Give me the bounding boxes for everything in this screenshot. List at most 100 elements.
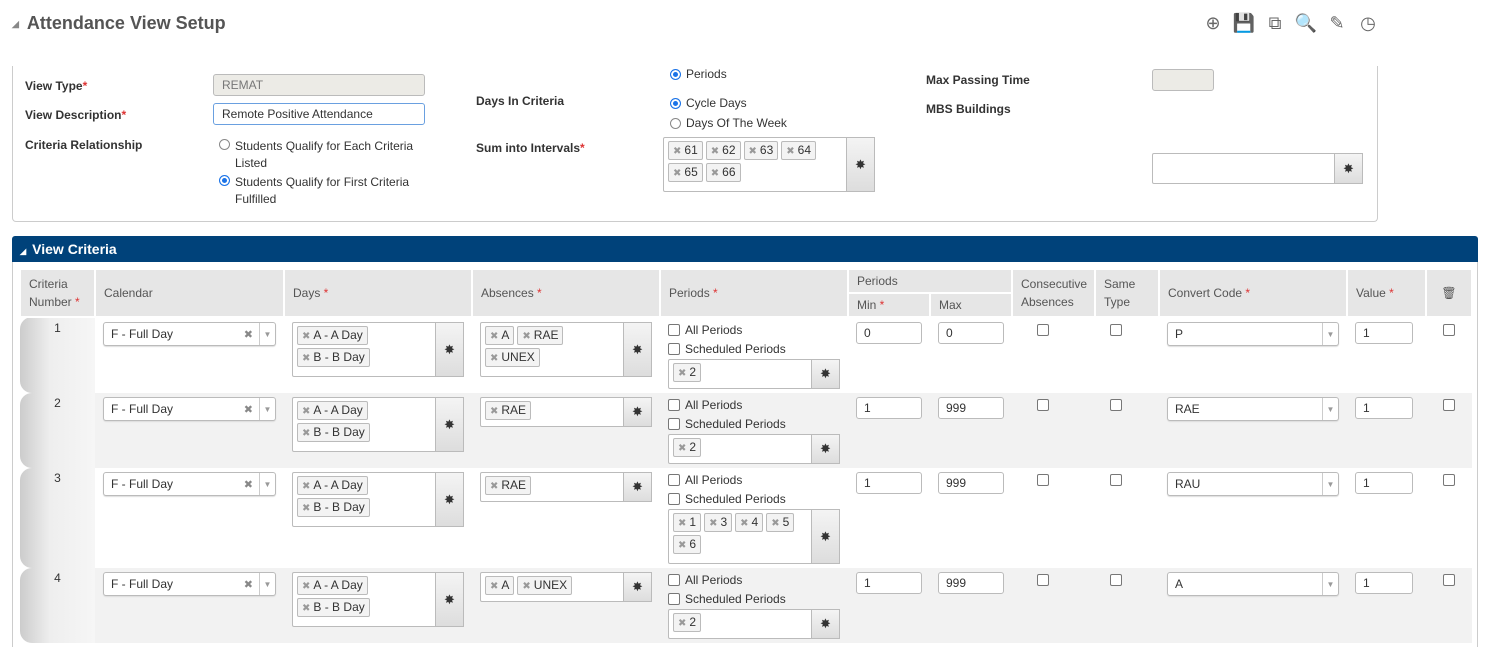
value-input[interactable]: 1 [1355,397,1413,419]
days-in-criteria-option[interactable]: Days Of The Week [670,113,787,133]
remove-chip-icon[interactable]: ✖ [302,503,311,514]
lookup-button[interactable]: ✸ [623,322,652,377]
calendar-select[interactable]: F - Full Day ✖ ▼ [103,472,276,496]
chevron-down-icon[interactable]: ▼ [1322,323,1338,345]
remove-chip-icon[interactable]: ✖ [302,331,311,342]
collapse-icon[interactable]: ◢ [12,18,19,29]
remove-chip-icon[interactable]: ✖ [673,168,682,179]
calendar-select[interactable]: F - Full Day ✖ ▼ [103,397,276,421]
calendar-select[interactable]: F - Full Day ✖ ▼ [103,572,276,596]
chevron-down-icon[interactable]: ▼ [259,398,275,420]
max-input[interactable]: 999 [938,397,1004,419]
all-periods-checkbox[interactable]: All Periods [668,320,840,339]
lookup-button[interactable]: ✸ [435,572,464,627]
chevron-down-icon[interactable]: ▼ [259,323,275,345]
all-periods-checkbox[interactable]: All Periods [668,395,840,414]
absences-field[interactable]: ✖ A ✖ UNEX ✸ [480,572,652,602]
remove-chip-icon[interactable]: ✖ [678,443,687,454]
chevron-down-icon[interactable]: ▼ [1322,473,1338,495]
clear-icon[interactable]: ✖ [243,479,253,491]
radio-button[interactable] [219,175,230,186]
all-periods-checkbox[interactable]: All Periods [668,470,840,489]
delete-row-checkbox[interactable] [1443,323,1455,336]
min-input[interactable]: 0 [856,322,922,344]
max-input[interactable]: 999 [938,572,1004,594]
delete-row-checkbox[interactable] [1443,398,1455,411]
remove-chip-icon[interactable]: ✖ [771,518,780,529]
convert-code-select[interactable]: A ▼ [1167,572,1339,596]
convert-code-select[interactable]: P ▼ [1167,322,1339,346]
radio-button[interactable] [670,98,681,109]
same-type-checkbox[interactable] [1110,473,1122,486]
consecutive-absences-checkbox[interactable] [1036,573,1049,586]
lookup-button[interactable]: ✸ [846,137,875,192]
radio-button[interactable] [670,69,681,80]
lookup-button[interactable]: ✸ [811,609,840,639]
delete-row-checkbox[interactable] [1443,573,1455,586]
remove-chip-icon[interactable]: ✖ [302,428,311,439]
lookup-button[interactable]: ✸ [811,434,840,464]
checkbox[interactable] [668,573,680,586]
lookup-button[interactable]: ✸ [623,572,652,602]
min-input[interactable]: 1 [856,572,922,594]
remove-chip-icon[interactable]: ✖ [748,146,757,157]
checkbox[interactable] [668,473,680,486]
clear-icon[interactable]: ✖ [243,329,253,341]
lookup-button[interactable]: ✸ [623,472,652,502]
days-in-criteria-option[interactable]: Periods [670,67,787,81]
lookup-button[interactable]: ✸ [435,472,464,527]
clear-icon[interactable]: ✖ [243,579,253,591]
same-type-checkbox[interactable] [1110,323,1122,336]
checkbox[interactable] [668,323,680,336]
remove-chip-icon[interactable]: ✖ [302,603,311,614]
remove-chip-icon[interactable]: ✖ [302,481,311,492]
mbs-buildings-field[interactable]: ✸ [1152,153,1363,184]
periods-field[interactable]: ✖ 1 ✖ 3 ✖ 4 ✖ 5 ✖ 6 ✸ [668,509,840,564]
same-type-checkbox[interactable] [1110,573,1122,586]
value-input[interactable]: 1 [1355,472,1413,494]
chevron-down-icon[interactable]: ▼ [1322,573,1338,595]
checkbox[interactable] [668,398,680,411]
remove-chip-icon[interactable]: ✖ [710,168,720,179]
remove-chip-icon[interactable]: ✖ [490,331,499,342]
remove-chip-icon[interactable]: ✖ [302,581,311,592]
lookup-button[interactable]: ✸ [1334,153,1363,184]
convert-code-select[interactable]: RAU ▼ [1167,472,1339,496]
min-input[interactable]: 1 [856,472,922,494]
days-in-criteria-option[interactable]: Cycle Days [670,93,787,113]
remove-chip-icon[interactable]: ✖ [786,146,795,157]
consecutive-absences-checkbox[interactable] [1036,398,1049,411]
periods-field[interactable]: ✖ 2 ✸ [668,434,840,464]
scheduled-periods-checkbox[interactable]: Scheduled Periods [668,589,840,608]
max-input[interactable]: 0 [938,322,1004,344]
consecutive-absences-checkbox[interactable] [1036,473,1049,486]
plus-circle-icon[interactable]: ⊕ [1205,12,1221,33]
remove-chip-icon[interactable]: ✖ [522,581,531,592]
remove-chip-icon[interactable]: ✖ [709,518,718,529]
lookup-button[interactable]: ✸ [435,322,464,377]
min-input[interactable]: 1 [856,397,922,419]
chevron-down-icon[interactable]: ▼ [1322,398,1338,420]
chevron-down-icon[interactable]: ▼ [259,573,275,595]
lookup-button[interactable]: ✸ [435,397,464,452]
value-input[interactable]: 1 [1355,572,1413,594]
save-icon[interactable]: 💾 [1232,12,1256,33]
scheduled-periods-checkbox[interactable]: Scheduled Periods [668,339,840,358]
collapse-icon[interactable]: ◢ [20,247,27,256]
remove-chip-icon[interactable]: ✖ [302,406,311,417]
checkbox[interactable] [668,342,680,355]
calendar-select[interactable]: F - Full Day ✖ ▼ [103,322,276,346]
lookup-button[interactable]: ✸ [811,509,840,564]
value-input[interactable]: 1 [1355,322,1413,344]
scheduled-periods-checkbox[interactable]: Scheduled Periods [668,414,840,433]
remove-chip-icon[interactable]: ✖ [740,518,749,529]
remove-chip-icon[interactable]: ✖ [678,540,687,551]
remove-chip-icon[interactable]: ✖ [490,353,499,364]
remove-chip-icon[interactable]: ✖ [678,518,687,529]
criteria-relationship-option[interactable]: Students Qualify for First Criteria Fulf… [219,174,419,208]
search-icon[interactable]: 🔍 [1294,12,1318,33]
remove-chip-icon[interactable]: ✖ [490,481,499,492]
criteria-relationship-option[interactable]: Students Qualify for Each Criteria Liste… [219,138,419,172]
checkbox[interactable] [668,417,680,430]
absences-field[interactable]: ✖ RAE ✸ [480,397,652,427]
